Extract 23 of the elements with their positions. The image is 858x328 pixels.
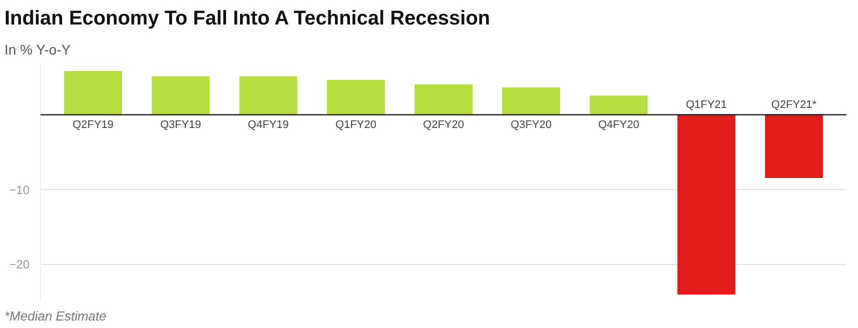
y-tick-label: −10 (9, 182, 30, 197)
bar (677, 114, 736, 295)
chart-title: Indian Economy To Fall Into A Technical Recession (4, 8, 490, 30)
bar (502, 87, 560, 116)
text: *Median Estimate (4, 308, 106, 324)
bar (152, 76, 210, 116)
x-tick-label: Q2FY20 (423, 118, 464, 131)
x-tick-label: Q2FY19 (72, 118, 114, 131)
bar (64, 70, 122, 116)
x-tick-label: Q1FY21 (686, 98, 727, 111)
x-tick-label: Q3FY20 (510, 118, 552, 131)
x-tick-label: Q3FY19 (160, 118, 202, 131)
bar (326, 80, 385, 116)
bar (590, 96, 648, 116)
bar (414, 84, 472, 116)
bar (239, 76, 298, 116)
x-tick-label: Q4FY19 (248, 118, 289, 131)
chart-subtitle: In % Y-o-Y (4, 42, 72, 58)
x-tick-label: Q2FY21* (771, 98, 818, 111)
bar (764, 114, 823, 178)
x-tick-label: Q4FY20 (598, 118, 640, 131)
x-tick-label: Q1FY20 (335, 118, 376, 131)
y-tick-label: −20 (9, 258, 30, 272)
